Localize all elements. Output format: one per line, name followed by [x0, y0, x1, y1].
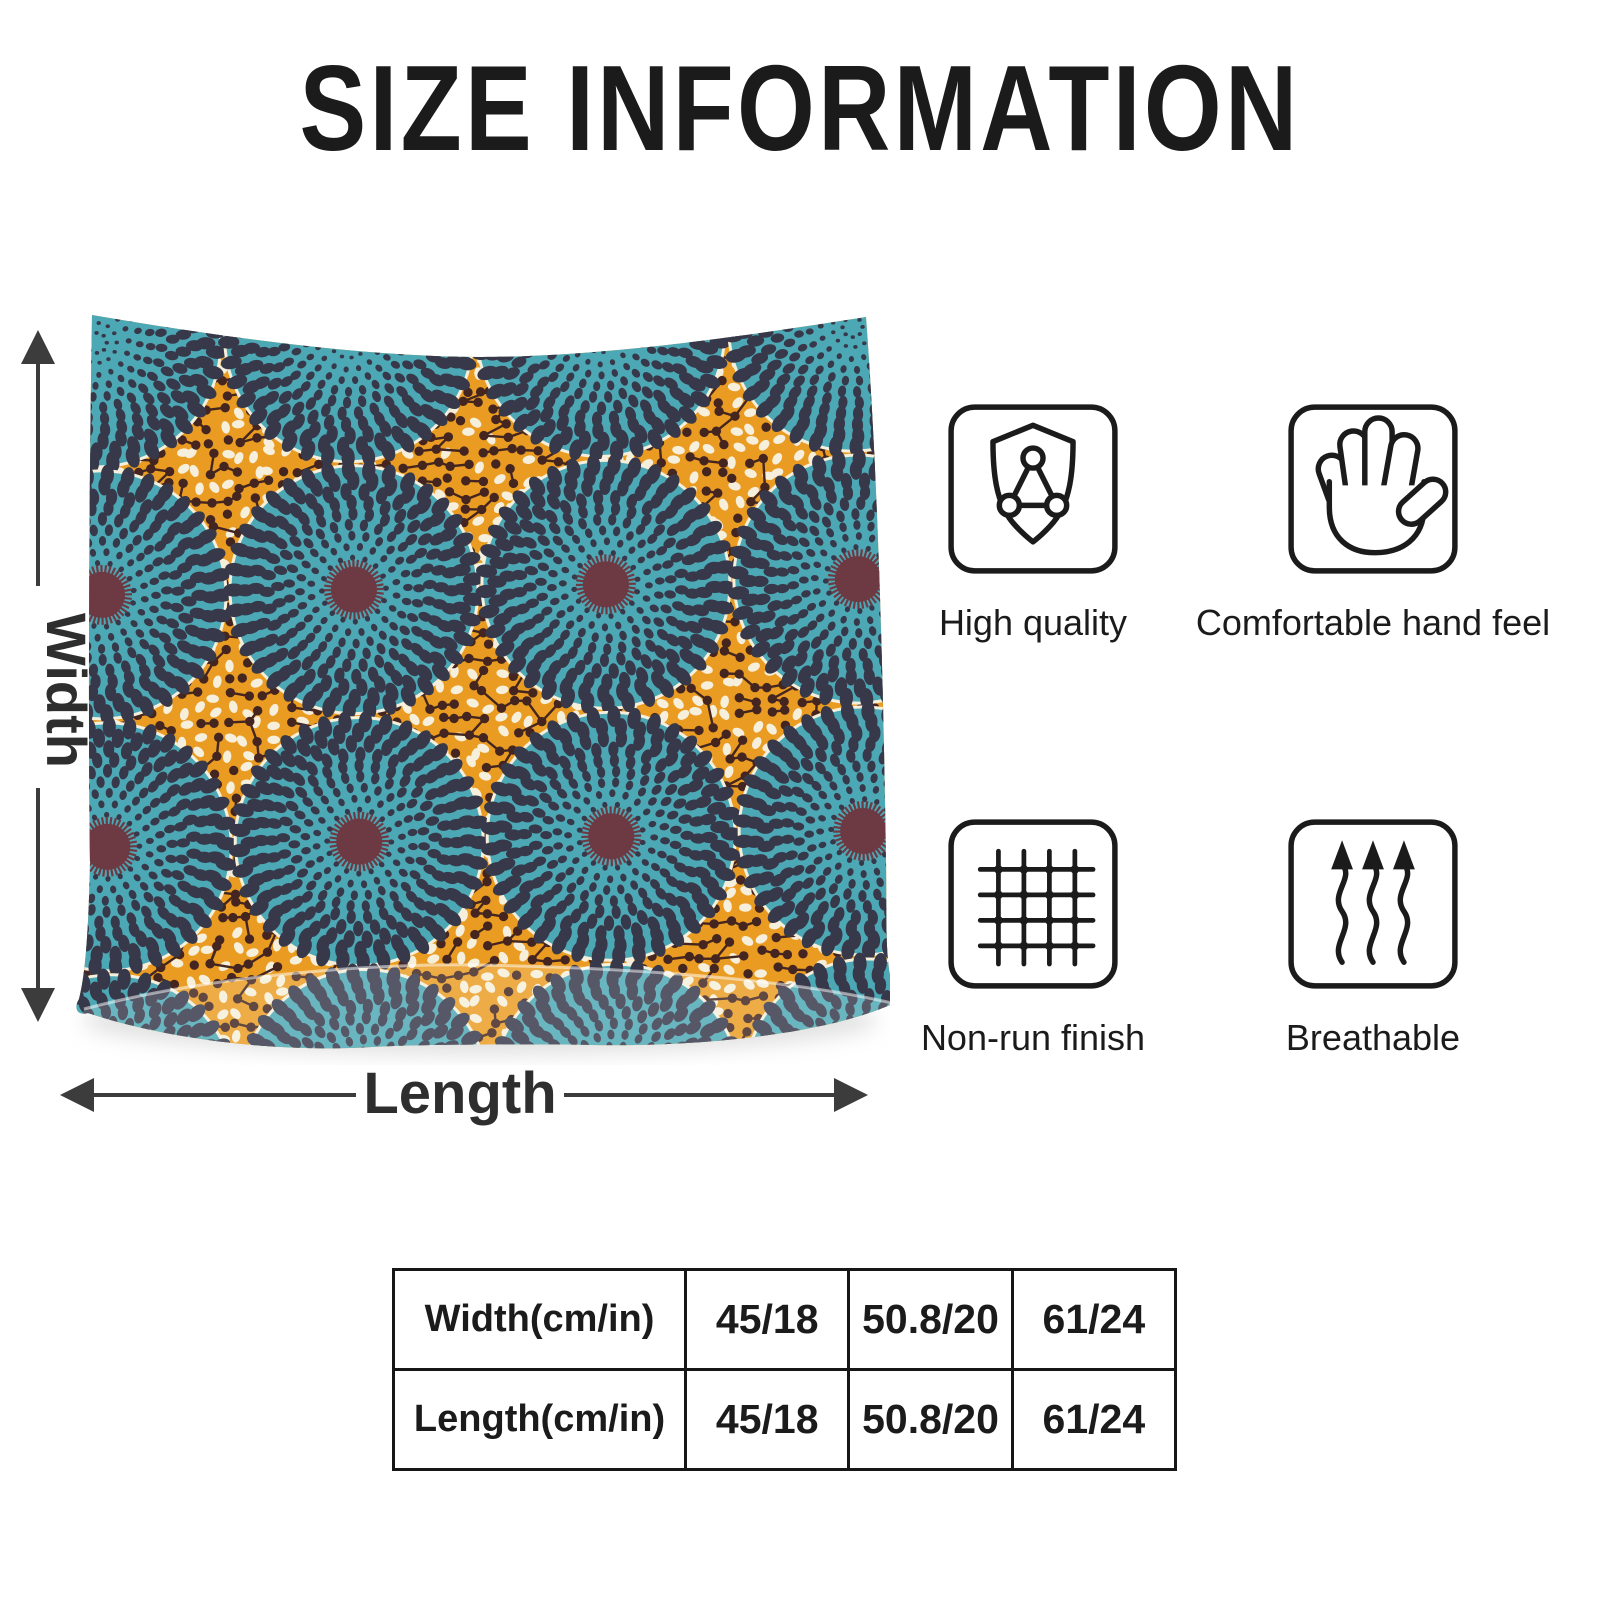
- pillow-crease-line: [83, 963, 890, 1011]
- width-dimension-label-wrap: Width: [34, 592, 98, 788]
- size-value-cell: 61/24: [1010, 1368, 1178, 1471]
- feature-label-comfortable-hand-feel: Comfortable hand feel: [1195, 602, 1551, 643]
- feature-label-high-quality: High quality: [938, 602, 1128, 643]
- feature-non-run-finish: Non-run finish: [853, 813, 1213, 1059]
- size-value-cell: 45/18: [684, 1268, 851, 1371]
- length-dimension-label: Length: [363, 1061, 557, 1126]
- table-row-length: Length(cm/in) 45/18 50.8/20 61/24: [391, 1368, 1178, 1471]
- breathable-arrows-icon: [1288, 819, 1458, 989]
- page-title: SIZE INFORMATION: [299, 40, 1301, 176]
- feature-high-quality: High quality: [853, 398, 1213, 644]
- arrow-down-icon: [21, 988, 55, 1022]
- size-value-cell: 45/18: [684, 1368, 851, 1471]
- width-dimension-arrow: [21, 330, 55, 1022]
- arrow-right-icon: [834, 1078, 868, 1112]
- feature-label-breathable: Breathable: [1285, 1017, 1461, 1058]
- pillow-image: [76, 315, 890, 1055]
- table-row-width: Width(cm/in) 45/18 50.8/20 61/24: [391, 1268, 1178, 1371]
- feature-breathable: Breathable: [1193, 813, 1553, 1059]
- size-value-cell: 50.8/20: [847, 1368, 1014, 1471]
- mesh-grid-icon: [948, 819, 1118, 989]
- size-table: Width(cm/in) 45/18 50.8/20 61/24 Length(…: [391, 1268, 1178, 1471]
- shield-quality-icon: [948, 404, 1118, 574]
- hand-icon: [1288, 404, 1458, 574]
- width-dimension-label: Width: [34, 612, 98, 768]
- feature-comfortable-hand-feel: Comfortable hand feel: [1193, 398, 1553, 644]
- size-row-header-width: Width(cm/in): [391, 1268, 688, 1371]
- size-value-cell: 61/24: [1010, 1268, 1178, 1371]
- arrow-left-icon: [60, 1078, 94, 1112]
- feature-label-non-run-finish: Non-run finish: [920, 1017, 1146, 1058]
- pillow-fabric: [76, 315, 890, 1049]
- arrow-up-icon: [21, 330, 55, 364]
- size-value-cell: 50.8/20: [847, 1268, 1014, 1371]
- length-dimension-arrow: [60, 1078, 868, 1112]
- pillow-bottom-crease: [76, 964, 890, 1049]
- size-row-header-length: Length(cm/in): [391, 1368, 688, 1471]
